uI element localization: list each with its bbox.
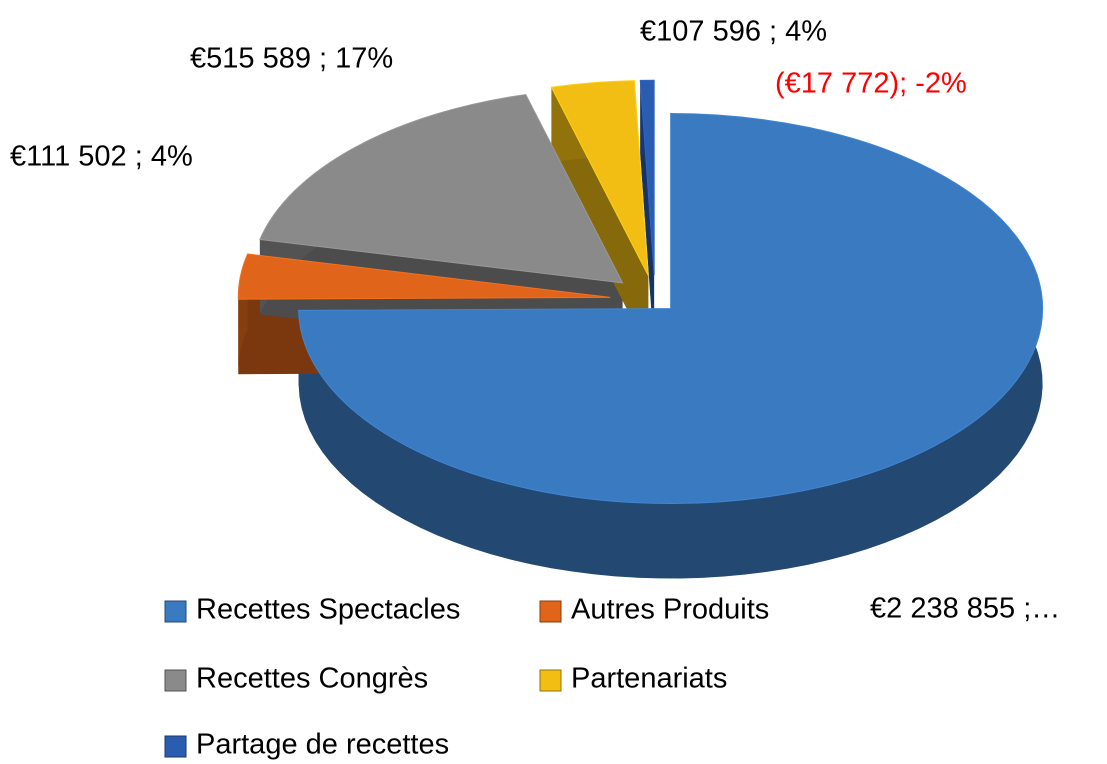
legend-label: Recettes Spectacles bbox=[196, 594, 460, 626]
legend-label: Recettes Congrès bbox=[196, 663, 428, 695]
data-label: €2 238 855 ;… bbox=[870, 593, 1060, 625]
data-label: €111 502 ; 4% bbox=[10, 141, 193, 173]
slice bbox=[259, 94, 624, 284]
slice bbox=[298, 113, 1044, 505]
legend-swatch bbox=[539, 669, 562, 692]
data-label: €107 596 ; 4% bbox=[640, 16, 827, 48]
slice bbox=[550, 80, 649, 276]
data-label: (€17 772); -2% bbox=[775, 68, 967, 100]
legend-swatch bbox=[164, 735, 187, 758]
legend-label: Autres Produits bbox=[571, 594, 769, 626]
data-label: €515 589 ; 17% bbox=[190, 43, 393, 75]
legend-swatch bbox=[164, 669, 187, 692]
legend-swatch bbox=[164, 600, 187, 623]
slice bbox=[639, 79, 655, 276]
pie-tops bbox=[237, 79, 1044, 505]
legend-label: Partage de recettes bbox=[196, 729, 449, 761]
legend-swatch bbox=[539, 600, 562, 623]
slice bbox=[237, 253, 611, 300]
legend-label: Partenariats bbox=[571, 663, 727, 695]
